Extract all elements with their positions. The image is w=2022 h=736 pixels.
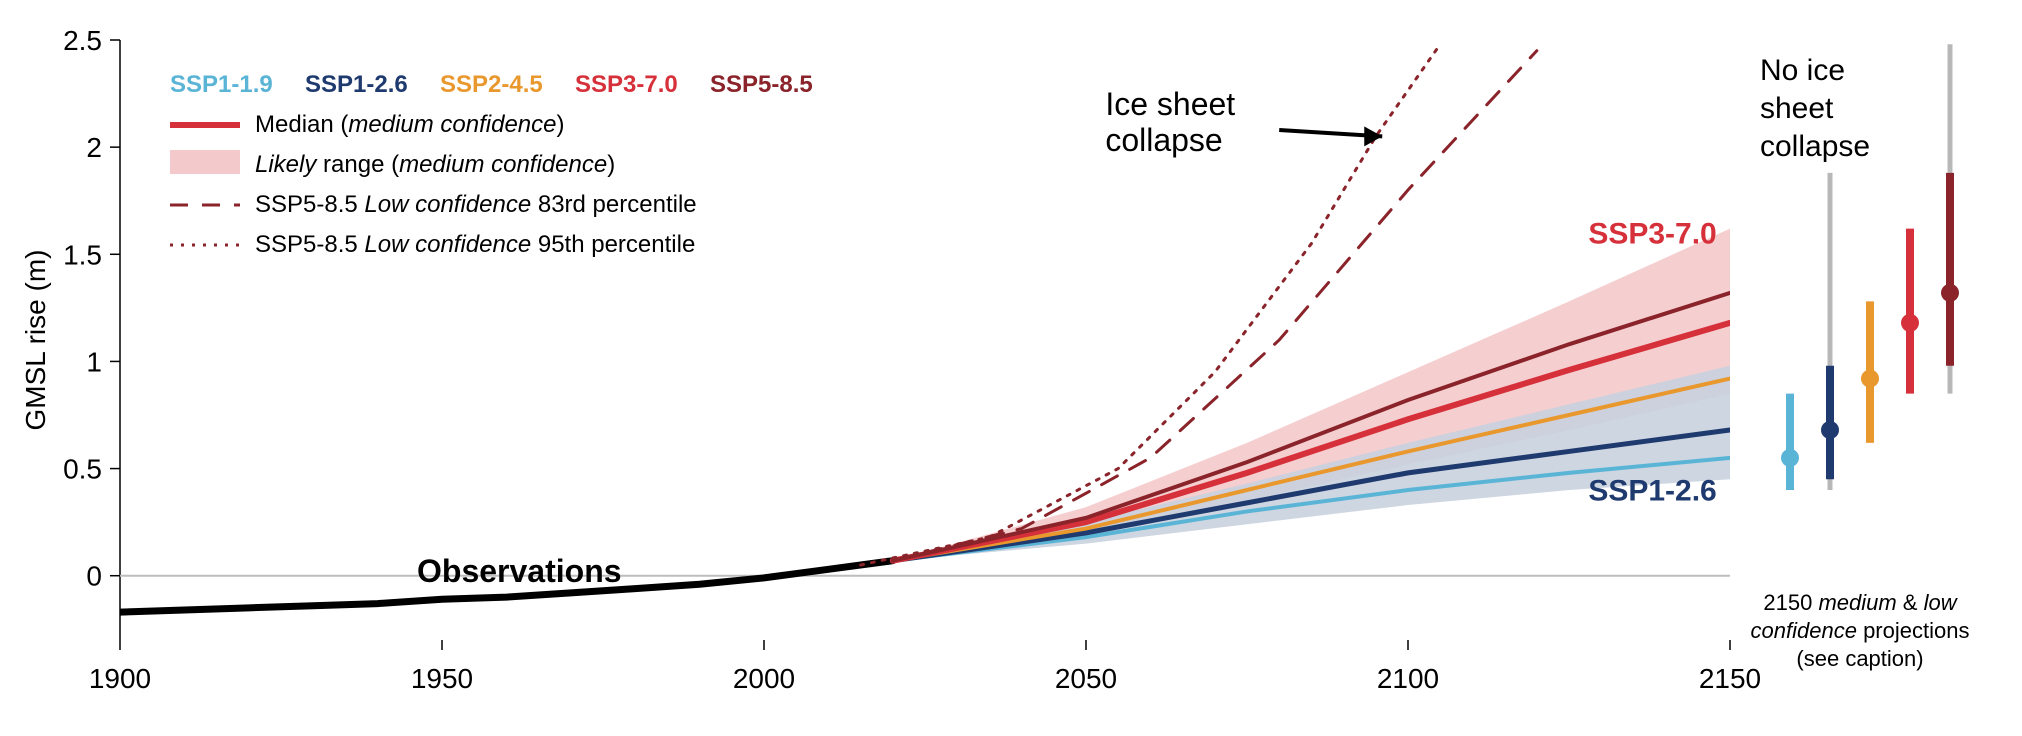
- y-tick-label: 1.5: [63, 239, 102, 270]
- legend-scenario-SSP5-8.5: SSP5-8.5: [710, 71, 813, 98]
- side-median-ssp245: [1861, 370, 1879, 388]
- legend-scenario-SSP1-1.9: SSP1-1.9: [170, 71, 273, 98]
- y-tick-label: 0.5: [63, 454, 102, 485]
- side-caption-2: confidence projections: [1751, 618, 1970, 643]
- x-tick-label: 1900: [89, 663, 151, 694]
- x-tick-label: 2050: [1055, 663, 1117, 694]
- side-median-ssp119: [1781, 449, 1799, 467]
- legend-label-median: Median (medium confidence): [255, 111, 565, 138]
- chart-svg: 0 0.5 1 1.5 2 2.5 GMSL rise (m) 1900 1950 2000 205…: [0, 0, 2022, 736]
- side-title-3: collapse: [1760, 130, 1870, 163]
- side-median-ssp370: [1901, 314, 1919, 332]
- side-title-1: No ice: [1760, 54, 1845, 87]
- annot-ice-line2: collapse: [1105, 122, 1222, 158]
- y-tick-label: 1: [86, 346, 102, 377]
- legend-swatch-band: [170, 150, 240, 174]
- side-title-2: sheet: [1760, 92, 1834, 125]
- annot-ice-line1: Ice sheet: [1105, 86, 1235, 122]
- side-caption-3: (see caption): [1796, 646, 1923, 671]
- x-tick-label: 1950: [411, 663, 473, 694]
- y-tick-label: 0: [86, 561, 102, 592]
- annot-ssp370: SSP3-7.0: [1588, 218, 1716, 251]
- annot-observations: Observations: [417, 553, 622, 589]
- side-caption-1: 2150 medium & low: [1763, 590, 1958, 615]
- y-tick-label: 2: [86, 132, 102, 163]
- gmsl-chart: 0 0.5 1 1.5 2 2.5 GMSL rise (m) 1900 1950 2000 205…: [0, 0, 2022, 736]
- x-tick-label: 2000: [733, 663, 795, 694]
- legend-scenario-SSP2-4.5: SSP2-4.5: [440, 71, 543, 98]
- y-tick-label: 2.5: [63, 25, 102, 56]
- side-median-ssp126: [1821, 421, 1839, 439]
- y-axis-label: GMSL rise (m): [20, 250, 51, 431]
- side-median-ssp585: [1941, 284, 1959, 302]
- x-tick-label: 2150: [1699, 663, 1761, 694]
- legend-label-lc83: SSP5-8.5 Low confidence 83rd percentile: [255, 191, 697, 218]
- legend-label-band: Likely range (medium confidence): [255, 151, 615, 178]
- legend-scenario-SSP3-7.0: SSP3-7.0: [575, 71, 678, 98]
- legend-scenario-SSP1-2.6: SSP1-2.6: [305, 71, 408, 98]
- annot-ssp126: SSP1-2.6: [1588, 475, 1716, 508]
- legend-label-lc95: SSP5-8.5 Low confidence 95th percentile: [255, 231, 695, 258]
- x-tick-label: 2100: [1377, 663, 1439, 694]
